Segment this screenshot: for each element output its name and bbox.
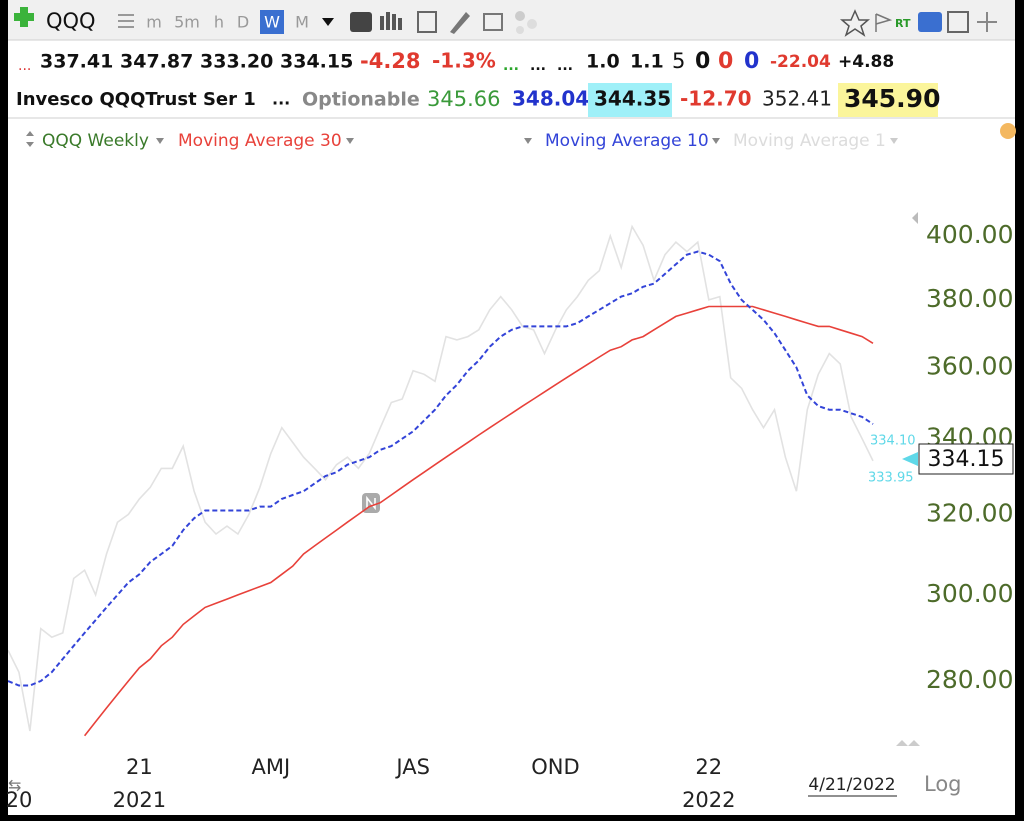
x-year-label: 2021 — [113, 788, 166, 812]
quote-highlight — [588, 83, 672, 117]
interval[interactable]: 5m — [174, 13, 200, 32]
tool-icons[interactable]: RT — [350, 9, 997, 37]
quote-field: 1.1 — [630, 51, 664, 73]
legend-entry[interactable]: Moving Average 10 — [545, 131, 709, 151]
chart-menu-icon[interactable] — [1000, 123, 1016, 139]
scroll-icon[interactable]: ⇆ — [8, 776, 21, 795]
window — [8, 0, 1015, 815]
quote-field: ... — [557, 58, 573, 74]
quote-field: 0 — [744, 49, 759, 74]
quote-field: 344.35 — [594, 87, 671, 111]
quote-field: 0 — [718, 49, 733, 74]
quote-field: -22.04 — [770, 52, 831, 72]
y-tick-label: 380.00 — [926, 284, 1013, 313]
interval[interactable]: h — [214, 13, 224, 32]
quote-field: Optionable — [302, 89, 420, 111]
interval[interactable]: m — [146, 13, 162, 32]
x-year-label: 20 — [6, 788, 33, 812]
series-line — [83, 305, 874, 737]
y-tick-label: 320.00 — [926, 498, 1013, 527]
series-line — [8, 250, 874, 687]
last-price: 334.15 — [928, 447, 1005, 472]
quote-field: 345.66 — [427, 87, 500, 111]
series-line — [8, 224, 874, 732]
svg-text:RT: RT — [895, 17, 911, 30]
y-tick-label: 280.00 — [926, 665, 1013, 694]
quote-field: 5 — [672, 49, 685, 73]
quote-field: +4.88 — [838, 52, 894, 72]
price-pointer — [902, 452, 918, 466]
date-label: 4/21/2022 — [808, 775, 895, 795]
quote-field: -12.70 — [680, 87, 752, 111]
y-tick-label: 400.00 — [926, 220, 1013, 249]
x-year-label: 2022 — [682, 788, 735, 812]
quote-field: ... — [18, 58, 31, 74]
y-tick-label: 300.00 — [926, 579, 1013, 608]
legend-entry[interactable]: Moving Average 30 — [178, 131, 342, 151]
y-tick-label: 360.00 — [926, 351, 1013, 380]
quote-field: 0 — [695, 49, 710, 74]
legend-entry[interactable]: Moving Average 1 — [733, 131, 886, 151]
interval[interactable]: D — [237, 13, 249, 32]
quote-field: 337.41 — [40, 51, 113, 73]
plot — [8, 224, 874, 737]
quote-field: 345.90 — [844, 84, 940, 113]
bid-label: 334.10 — [870, 434, 916, 449]
quote-field: 334.15 — [280, 51, 353, 73]
quote-highlight — [838, 83, 938, 117]
symbol[interactable]: QQQ — [46, 9, 96, 33]
quote-field: 333.20 — [200, 51, 273, 73]
legend-entry[interactable]: QQQ Weekly — [42, 131, 149, 151]
interval[interactable]: M — [295, 13, 309, 32]
quote-field: 347.87 — [120, 51, 193, 73]
quote-field: ... — [503, 58, 519, 74]
quote-field: Invesco QQQTrust Ser 1 — [16, 89, 256, 110]
legend-arrows — [26, 131, 920, 746]
dropdown-icon[interactable] — [322, 18, 334, 26]
quote-field: ... — [530, 58, 546, 74]
interval-selected — [260, 10, 284, 34]
scale-label[interactable]: Log — [924, 772, 962, 796]
x-tick-label: 21 — [126, 755, 153, 779]
ask-label: 333.95 — [868, 471, 914, 486]
quote-field: ... — [272, 90, 290, 109]
x-tick-label: OND — [531, 755, 579, 779]
quote-field: 352.41 — [762, 87, 832, 111]
quote-field: 1.0 — [586, 51, 620, 73]
x-tick-label: AMJ — [251, 755, 290, 779]
quote-field: -1.3% — [432, 49, 496, 73]
list-icon[interactable] — [118, 14, 134, 28]
price-box — [918, 443, 1014, 475]
add-icon[interactable] — [14, 7, 34, 27]
x-tick-label: JAS — [394, 755, 430, 779]
x-tick-label: 22 — [695, 755, 722, 779]
quote-field: 348.04 — [512, 87, 589, 111]
quote-field: -4.28 — [360, 49, 421, 73]
interval[interactable]: W — [264, 13, 280, 32]
